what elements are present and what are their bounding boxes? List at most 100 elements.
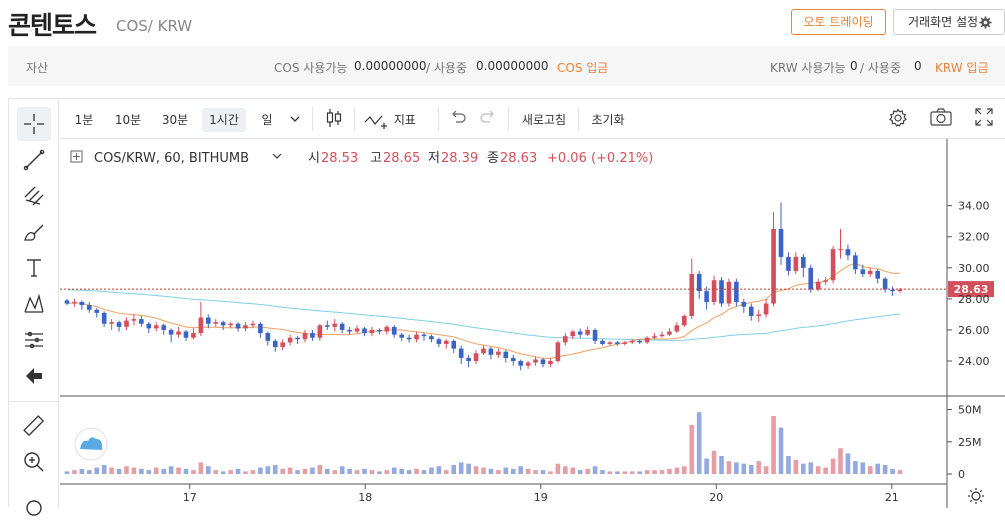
volume-bar xyxy=(101,464,107,474)
indicator-button[interactable]: 지표 xyxy=(364,108,424,132)
screen-settings-button[interactable]: 거래화면 설정 xyxy=(893,9,1005,35)
krw-available-value: 0 xyxy=(850,59,858,73)
fullscreen-button[interactable] xyxy=(972,108,996,132)
interval-10m[interactable]: 10분 xyxy=(114,113,142,127)
candle-body xyxy=(317,325,323,338)
trend-line-tool[interactable] xyxy=(17,143,51,177)
redo-button[interactable] xyxy=(478,108,498,132)
volume-bar xyxy=(451,464,457,474)
gear-icon-spokes xyxy=(968,488,984,504)
candle-body xyxy=(228,323,233,326)
interval-day[interactable]: 일 xyxy=(261,113,273,127)
candle-body xyxy=(563,336,568,343)
undo-button[interactable] xyxy=(448,108,468,132)
interval-1h[interactable]: 1시간 xyxy=(202,108,246,132)
candle-body xyxy=(518,361,523,366)
time-axis-ticks: 171819202122 xyxy=(183,484,899,504)
candle-body xyxy=(622,342,628,344)
cos-available-value: 0.00000000 xyxy=(354,59,427,73)
auto-trade-button[interactable]: 오토 트레이딩 xyxy=(791,9,886,35)
candle-body xyxy=(882,278,888,290)
cos-in-use-value: 0.00000000 xyxy=(476,59,549,73)
fib-tool[interactable] xyxy=(17,179,51,213)
candlestick-icon xyxy=(326,109,342,127)
chevron-down-icon xyxy=(290,116,300,122)
reset-button[interactable]: 초기화 xyxy=(591,113,625,127)
volume-bar xyxy=(444,470,449,474)
volume-bar xyxy=(622,471,628,474)
candle-body xyxy=(600,340,605,344)
tool-divider xyxy=(9,401,59,402)
volume-bar xyxy=(384,470,390,474)
legend-low-label: 저 xyxy=(428,151,440,166)
measure-tool[interactable] xyxy=(17,323,51,357)
volume-bar xyxy=(741,463,747,474)
indicator-icon xyxy=(364,115,387,129)
screenshot-button[interactable] xyxy=(928,108,954,132)
volume-bar xyxy=(362,468,367,474)
asset-bar: 자산 COS 사용가능 0.00000000 / 사용중 0.00000000 … xyxy=(8,46,1005,86)
legend-high-label: 고 xyxy=(370,151,382,166)
krw-deposit-link[interactable]: KRW 입금 xyxy=(935,61,989,75)
candle-body xyxy=(191,333,196,338)
volume-bar xyxy=(213,470,219,474)
candle-body xyxy=(704,291,709,302)
zoom-tool[interactable] xyxy=(17,445,51,479)
crosshair-tool[interactable] xyxy=(17,107,51,141)
volume-bar xyxy=(644,470,650,474)
candle-body xyxy=(362,328,367,334)
price-axis-ticks: 24.00 26.00 28.00 30.00 32.00 34.00 xyxy=(947,200,990,368)
candle-body xyxy=(793,256,799,271)
candle-body xyxy=(466,357,471,362)
chart-settings-button[interactable] xyxy=(886,108,910,132)
legend-toggle-box[interactable] xyxy=(70,150,83,163)
pattern-tool[interactable] xyxy=(17,287,51,321)
chevron-down-icon[interactable] xyxy=(272,153,282,159)
cos-deposit-link[interactable]: COS 입금 xyxy=(557,61,609,75)
volume-bar xyxy=(704,458,709,474)
volume-bar xyxy=(719,455,724,474)
legend-symbol[interactable]: COS/KRW, 60, BITHUMB xyxy=(94,151,249,166)
candle-body xyxy=(778,228,784,257)
interval-dropdown[interactable] xyxy=(288,108,302,132)
candle-body xyxy=(488,348,494,355)
gear-icon xyxy=(889,108,907,127)
interval-30m[interactable]: 30분 xyxy=(161,113,189,127)
candle-body xyxy=(168,329,174,335)
interval-1m[interactable]: 1분 xyxy=(74,113,94,127)
gear-icon xyxy=(979,16,992,29)
volume-axis-ticks: 0 25M 50M xyxy=(947,404,982,481)
refresh-button[interactable]: 새로고침 xyxy=(521,113,567,127)
candle-body xyxy=(369,329,375,334)
hide-toolbar-button[interactable] xyxy=(17,359,51,393)
brush-tool[interactable] xyxy=(17,215,51,249)
price-chart[interactable]: 28.63 24.00 26.00 28.00 30.00 32.00 34.00 0 25… xyxy=(60,139,1005,508)
candle-body xyxy=(384,326,390,332)
volume-bar xyxy=(87,470,92,474)
candle-body xyxy=(295,337,300,340)
time-tick-label: 21 xyxy=(885,491,899,504)
magnet-tool[interactable] xyxy=(17,491,51,525)
volume-bar xyxy=(287,467,293,474)
last-price-label: 28.63 xyxy=(954,283,989,296)
candle-body xyxy=(540,359,546,365)
volume-bar xyxy=(369,470,375,474)
candle-body xyxy=(436,339,442,344)
chart-type-button[interactable] xyxy=(322,108,346,132)
asset-label: 자산 xyxy=(26,61,49,75)
candle-body xyxy=(548,361,553,365)
candle-body xyxy=(756,314,761,316)
candle-body xyxy=(741,301,747,307)
volume-tick-label: 50M xyxy=(958,404,982,417)
volume-bar xyxy=(354,470,360,474)
axis-settings-button[interactable] xyxy=(968,488,984,504)
ruler-tool[interactable] xyxy=(17,409,51,443)
candle-body xyxy=(674,325,680,332)
page-title: 콘텐토스 xyxy=(8,11,97,40)
chart-legend: COS/KRW, 60, BITHUMB 시 28.53 고 28.65 저 2… xyxy=(70,150,653,166)
candle-body xyxy=(853,255,858,270)
candle-body xyxy=(719,280,724,304)
toolbar-separator xyxy=(438,107,439,131)
undo-icon xyxy=(452,110,466,123)
text-tool[interactable] xyxy=(17,251,51,285)
